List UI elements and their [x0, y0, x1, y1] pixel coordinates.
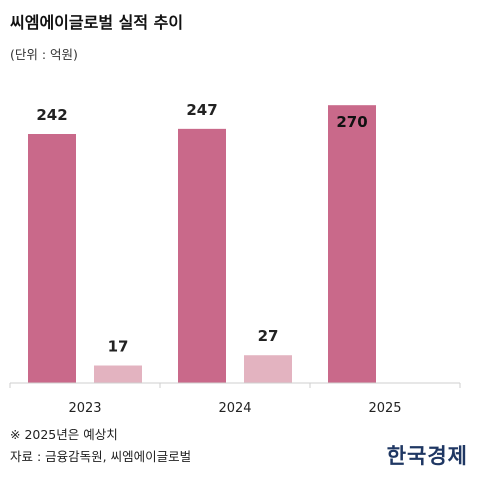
data-label-2025-1: 270 — [336, 113, 367, 131]
data-label-2023-1: 242 — [36, 106, 67, 124]
data-label-2024-1: 247 — [186, 101, 217, 119]
source-note: 자료 : 금융감독원, 씨엠에이글로벌 — [10, 449, 192, 464]
bar-2024-2 — [244, 355, 292, 383]
data-label-2024-2: 27 — [258, 327, 279, 345]
data-label-2023-2: 17 — [108, 338, 129, 356]
unit-label: (단위 : 억원) — [10, 47, 78, 62]
x-tick-label: 2023 — [68, 401, 101, 416]
x-tick-label: 2025 — [368, 401, 401, 416]
bar-2025-1 — [328, 105, 376, 383]
x-tick-label: 2024 — [218, 401, 251, 416]
bar-2023-1 — [28, 134, 76, 383]
bar-2023-2 — [94, 365, 142, 383]
publisher-logo: 한국경제 — [386, 443, 468, 468]
footnote: ※ 2025년은 예상치 — [10, 427, 118, 442]
bar-2024-1 — [178, 128, 226, 383]
chart-title: 씨엠에이글로벌 실적 추이 — [10, 13, 184, 32]
